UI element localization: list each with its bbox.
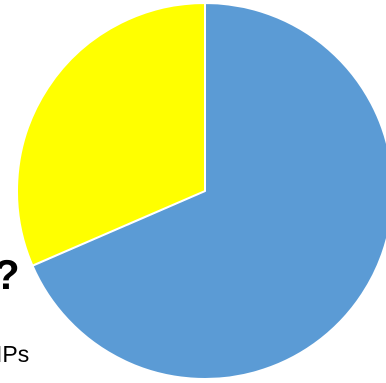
pie-slices bbox=[16, 2, 386, 380]
clipped-ips-label-text: IPs bbox=[0, 341, 30, 367]
pie-slice-2 bbox=[16, 2, 206, 267]
pie-slice-1 bbox=[31, 2, 386, 380]
clipped-question-mark-text: ? bbox=[0, 254, 20, 296]
